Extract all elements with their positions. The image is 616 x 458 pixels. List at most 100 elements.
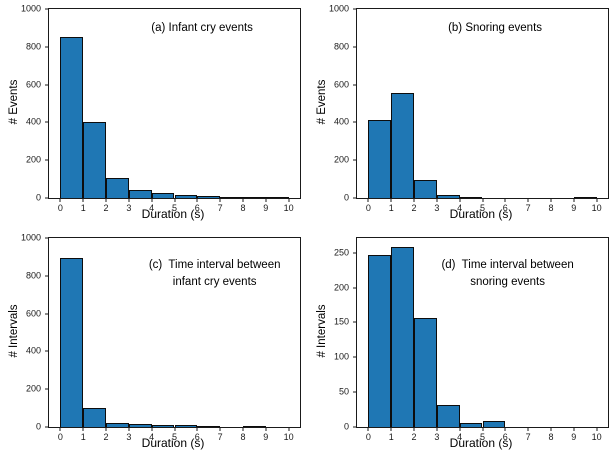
x-axis-label: Duration (s) bbox=[449, 436, 513, 450]
x-tick-mark bbox=[596, 427, 598, 431]
x-tick-mark bbox=[196, 427, 198, 431]
histogram-bar bbox=[174, 195, 198, 198]
y-tick-label: 150 bbox=[333, 316, 349, 327]
x-tick-mark bbox=[413, 427, 415, 431]
subplot-title-line: snoring events bbox=[470, 276, 545, 289]
histogram-bar bbox=[414, 317, 437, 427]
x-tick-label: 1 bbox=[80, 432, 86, 442]
histogram-bar bbox=[220, 197, 243, 198]
subplot-title-line: (d) Time interval between bbox=[441, 258, 574, 271]
x-tick-label: 6 bbox=[502, 432, 508, 442]
histogram-bar bbox=[459, 197, 483, 198]
x-tick-mark bbox=[367, 198, 369, 202]
y-tick-mark bbox=[353, 84, 357, 86]
y-tick-mark bbox=[353, 159, 357, 161]
histogram-bar bbox=[60, 257, 84, 427]
histogram-bar bbox=[265, 196, 289, 198]
subplot-title-line: (b) Snoring events bbox=[448, 22, 543, 35]
x-tick-mark bbox=[482, 198, 483, 202]
x-tick-mark bbox=[128, 198, 130, 202]
y-tick-mark bbox=[45, 275, 49, 277]
histogram-bar bbox=[242, 197, 266, 198]
y-tick-label: 0 bbox=[35, 421, 41, 432]
x-tick-label: 7 bbox=[217, 203, 223, 213]
histogram-bar bbox=[106, 177, 129, 198]
y-tick-label: 600 bbox=[25, 79, 41, 90]
x-tick-mark bbox=[288, 198, 290, 202]
x-tick-label: 10 bbox=[591, 432, 602, 442]
x-tick-mark bbox=[265, 198, 267, 202]
subplot-title-line: (a) Infant cry events bbox=[151, 22, 253, 35]
x-tick-mark bbox=[105, 198, 107, 202]
x-tick-label: 5 bbox=[479, 203, 486, 213]
y-tick-label: 0 bbox=[343, 421, 349, 432]
histogram-bar bbox=[151, 424, 175, 427]
x-tick-mark bbox=[242, 198, 244, 202]
y-tick-label: 800 bbox=[25, 270, 41, 281]
x-tick-mark bbox=[550, 198, 552, 202]
subplot-title: (d) Time interval between snoring events bbox=[441, 257, 573, 292]
x-tick-mark bbox=[573, 427, 575, 431]
y-tick-label: 600 bbox=[333, 79, 349, 90]
x-tick-label: 4 bbox=[149, 432, 155, 442]
x-tick-mark bbox=[436, 198, 438, 202]
histogram-bar bbox=[414, 180, 437, 198]
y-tick-mark bbox=[353, 287, 357, 289]
y-tick-label: 0 bbox=[35, 192, 41, 203]
y-tick-label: 1000 bbox=[20, 232, 41, 243]
x-tick-label: 8 bbox=[240, 432, 246, 442]
x-tick-label: 4 bbox=[457, 203, 463, 213]
histogram-bar bbox=[151, 192, 175, 198]
y-tick-mark bbox=[45, 8, 49, 10]
y-tick-mark bbox=[353, 46, 357, 48]
histogram-bar bbox=[368, 120, 392, 198]
subplot-title: (a) Infant cry events bbox=[151, 20, 253, 37]
histogram-bar bbox=[128, 424, 152, 427]
y-tick-mark bbox=[45, 388, 49, 390]
y-tick-mark bbox=[353, 8, 357, 10]
histogram-bar bbox=[83, 122, 107, 198]
y-axis-label: # Events bbox=[316, 79, 328, 125]
histogram-bar bbox=[482, 421, 506, 427]
x-tick-mark bbox=[174, 427, 175, 431]
x-tick-label: 0 bbox=[365, 432, 371, 442]
x-tick-mark bbox=[550, 427, 552, 431]
y-tick-mark bbox=[45, 121, 49, 123]
histogram-bar bbox=[197, 426, 221, 427]
x-tick-label: 7 bbox=[525, 203, 531, 213]
subplot-title: (c) Time interval between infant cry eve… bbox=[149, 257, 281, 292]
y-tick-label: 800 bbox=[333, 41, 349, 52]
x-tick-label: 10 bbox=[283, 203, 294, 213]
subplot-c-infant-cry-intervals: # Intervals (c) Time interval between in… bbox=[0, 229, 308, 458]
x-tick-mark bbox=[59, 427, 61, 431]
x-tick-label: 10 bbox=[591, 203, 602, 213]
y-tick-mark bbox=[45, 350, 49, 352]
x-tick-mark bbox=[196, 198, 198, 202]
histogram-bar bbox=[197, 196, 221, 198]
x-tick-mark bbox=[459, 427, 461, 431]
x-tick-label: 0 bbox=[365, 203, 371, 213]
histogram-bar bbox=[60, 37, 84, 198]
x-tick-label: 8 bbox=[548, 432, 554, 442]
subplot-d-snoring-intervals: # Intervals (d) Time interval between sn… bbox=[308, 229, 616, 458]
x-tick-label: 8 bbox=[548, 203, 554, 213]
y-tick-label: 200 bbox=[25, 154, 41, 165]
x-tick-label: 0 bbox=[57, 203, 63, 213]
x-tick-label: 3 bbox=[434, 203, 440, 213]
histogram-bar bbox=[106, 422, 129, 427]
plot-area: (c) Time interval between infant cry eve… bbox=[21, 233, 301, 442]
x-tick-mark bbox=[596, 198, 598, 202]
x-tick-label: 2 bbox=[103, 432, 109, 442]
subplot-a-infant-cry-events: # Events (a) Infant cry events 0 200 400 60… bbox=[0, 0, 308, 229]
histogram-bar bbox=[573, 197, 597, 198]
histogram-bar bbox=[459, 422, 483, 427]
y-tick-mark bbox=[45, 313, 49, 315]
x-tick-label: 9 bbox=[263, 203, 269, 213]
histogram-bar bbox=[368, 255, 392, 427]
y-tick-label: 800 bbox=[25, 41, 41, 52]
y-tick-mark bbox=[353, 197, 357, 199]
x-tick-label: 2 bbox=[411, 203, 417, 213]
y-tick-mark bbox=[353, 426, 357, 428]
x-tick-label: 1 bbox=[388, 432, 394, 442]
